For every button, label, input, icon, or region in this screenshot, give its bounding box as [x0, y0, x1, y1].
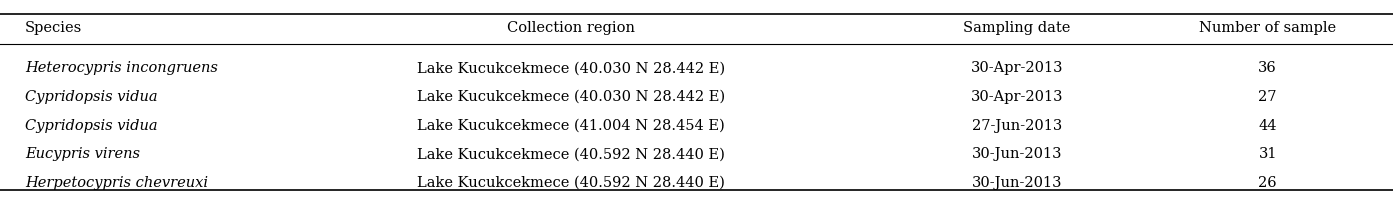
Text: Lake Kucukcekmece (40.592 N 28.440 E): Lake Kucukcekmece (40.592 N 28.440 E) [417, 148, 726, 161]
Text: 31: 31 [1258, 148, 1277, 161]
Text: Cypridopsis vidua: Cypridopsis vidua [25, 119, 157, 133]
Text: 26: 26 [1258, 176, 1277, 190]
Text: Number of sample: Number of sample [1199, 21, 1336, 35]
Text: 27-Jun-2013: 27-Jun-2013 [972, 119, 1061, 133]
Text: Lake Kucukcekmece (40.030 N 28.442 E): Lake Kucukcekmece (40.030 N 28.442 E) [417, 61, 726, 75]
Text: Collection region: Collection region [507, 21, 635, 35]
Text: 30-Jun-2013: 30-Jun-2013 [972, 148, 1061, 161]
Text: Eucypris virens: Eucypris virens [25, 148, 141, 161]
Text: 44: 44 [1258, 119, 1277, 133]
Text: 30-Jun-2013: 30-Jun-2013 [972, 176, 1061, 190]
Text: 30-Apr-2013: 30-Apr-2013 [971, 90, 1063, 104]
Text: 30-Apr-2013: 30-Apr-2013 [971, 61, 1063, 75]
Text: 27: 27 [1258, 90, 1277, 104]
Text: Heterocypris incongruens: Heterocypris incongruens [25, 61, 217, 75]
Text: Lake Kucukcekmece (40.030 N 28.442 E): Lake Kucukcekmece (40.030 N 28.442 E) [417, 90, 726, 104]
Text: Cypridopsis vidua: Cypridopsis vidua [25, 90, 157, 104]
Text: Lake Kucukcekmece (41.004 N 28.454 E): Lake Kucukcekmece (41.004 N 28.454 E) [418, 119, 724, 133]
Text: Species: Species [25, 21, 82, 35]
Text: Sampling date: Sampling date [963, 21, 1071, 35]
Text: Lake Kucukcekmece (40.592 N 28.440 E): Lake Kucukcekmece (40.592 N 28.440 E) [417, 176, 726, 190]
Text: 36: 36 [1258, 61, 1277, 75]
Text: Herpetocypris chevreuxi: Herpetocypris chevreuxi [25, 176, 208, 190]
